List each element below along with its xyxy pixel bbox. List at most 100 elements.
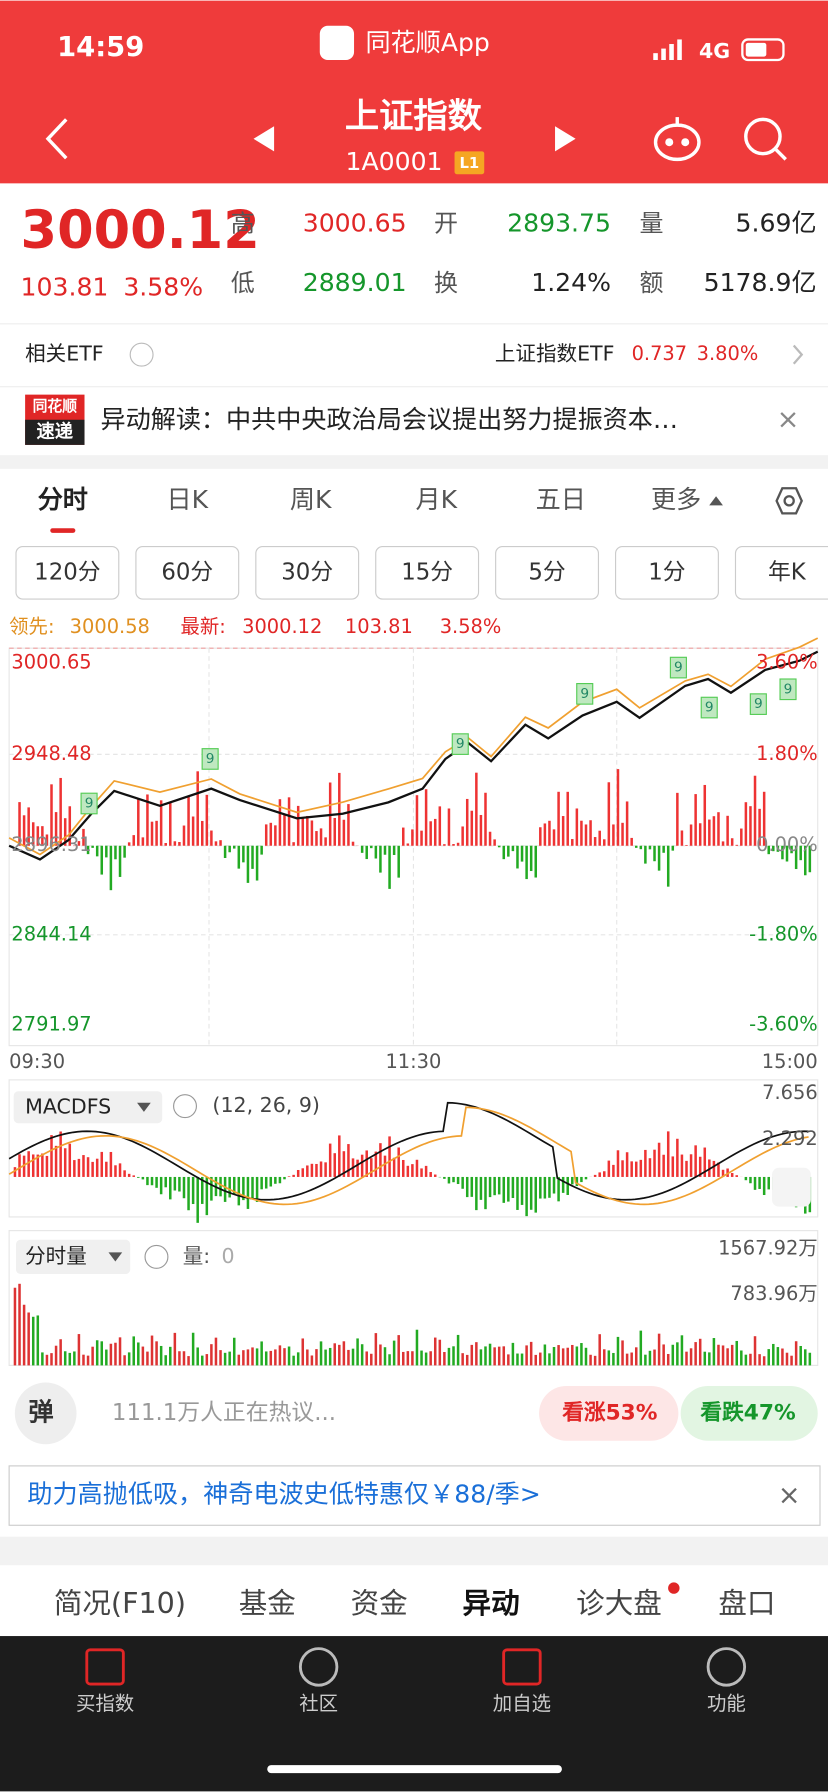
flow-bar — [91, 845, 94, 848]
tab[interactable]: 日K — [167, 485, 209, 514]
interval-button[interactable] — [135, 545, 240, 600]
nav-icon[interactable] — [502, 1648, 542, 1686]
indicator-selector[interactable] — [15, 1239, 131, 1275]
close-icon[interactable] — [781, 1487, 797, 1504]
tab[interactable]: 五日 — [536, 485, 586, 514]
interval-button[interactable] — [375, 545, 480, 600]
volume-bar — [557, 1345, 560, 1366]
macd-bar — [342, 1151, 346, 1177]
bull-label[interactable]: 看涨53% — [562, 1400, 658, 1425]
bear-label[interactable]: 看跌47% — [700, 1400, 796, 1425]
interval-button[interactable] — [615, 545, 719, 600]
indicator-selector[interactable] — [13, 1091, 163, 1124]
flow-bar — [232, 845, 236, 849]
tab[interactable]: 更多 — [651, 485, 701, 514]
flow-bar — [274, 825, 277, 846]
flow-bar — [191, 816, 195, 846]
signal-box — [201, 748, 219, 770]
flow-bar — [589, 820, 592, 846]
flow-bar — [740, 828, 743, 846]
volume-bar — [479, 1349, 483, 1366]
nav-label[interactable]: 加自选 — [493, 1692, 551, 1715]
volume-name[interactable]: 分时量 — [25, 1244, 87, 1268]
interval-label[interactable]: 1分 — [648, 559, 685, 585]
barrage-label[interactable]: 弹 — [29, 1397, 54, 1426]
prev-button[interactable] — [253, 126, 275, 152]
interval-button[interactable] — [734, 545, 828, 600]
macd-bar — [306, 1165, 309, 1177]
next-button[interactable] — [555, 126, 576, 152]
macd-bar — [178, 1176, 181, 1192]
volume-bar — [717, 1344, 720, 1366]
interval-label[interactable]: 60分 — [161, 559, 213, 585]
volume-bar — [383, 1347, 387, 1366]
nav-label[interactable]: 买指数 — [76, 1692, 134, 1715]
back-button[interactable] — [45, 118, 68, 160]
volume-bar — [634, 1347, 638, 1366]
nav-icon[interactable] — [706, 1647, 747, 1687]
bottom-tab[interactable]: 资金 — [351, 1586, 408, 1620]
volume-bar — [465, 1354, 469, 1366]
macd-bar — [164, 1176, 167, 1188]
bull-pill[interactable] — [539, 1385, 679, 1441]
macd-bar — [242, 1176, 245, 1201]
volume-bar — [132, 1336, 135, 1366]
flow-bar — [182, 825, 186, 846]
bottom-tab[interactable]: 盘口 — [718, 1586, 775, 1620]
bottom-tab[interactable]: 诊大盘 — [576, 1586, 662, 1620]
interval-button[interactable] — [15, 545, 120, 600]
macd-name[interactable]: MACDFS — [25, 1094, 111, 1118]
macd-bar — [484, 1176, 487, 1210]
nav-icon[interactable] — [85, 1648, 125, 1686]
level-badge — [454, 151, 485, 175]
search-icon[interactable] — [744, 117, 787, 161]
bottom-tab[interactable]: 简况(F10) — [54, 1586, 186, 1620]
tab[interactable]: 分时 — [38, 485, 88, 514]
interval-label[interactable]: 120分 — [34, 559, 100, 585]
macd-bar — [315, 1163, 318, 1177]
flow-bar — [781, 845, 784, 860]
macd-bar — [150, 1176, 154, 1186]
bottom-tab[interactable]: 异动 — [463, 1586, 520, 1620]
macd-bar — [662, 1154, 665, 1177]
macd-bar — [717, 1162, 720, 1177]
interval-label[interactable]: 5分 — [528, 559, 565, 585]
interval-button[interactable] — [255, 545, 360, 600]
volume-bar — [516, 1353, 519, 1366]
bottom-tab[interactable]: 基金 — [239, 1586, 296, 1620]
expand-icon[interactable] — [772, 1167, 811, 1207]
macd-bar — [557, 1176, 560, 1202]
interval-label[interactable]: 30分 — [281, 559, 333, 585]
volume-bar — [689, 1348, 693, 1366]
robot-icon[interactable] — [653, 117, 701, 162]
tab[interactable]: 月K — [415, 485, 457, 514]
field-label: 换 — [434, 269, 458, 297]
signal-box — [80, 792, 98, 815]
tab[interactable]: 周K — [290, 485, 332, 514]
bear-pill[interactable] — [680, 1385, 818, 1441]
settings-icon[interactable] — [775, 487, 803, 515]
chevron[interactable] — [792, 344, 804, 365]
macd-bar — [269, 1176, 273, 1187]
flow-bar — [310, 820, 314, 846]
flow-bar — [315, 831, 318, 846]
interval-label[interactable]: 年K — [768, 559, 807, 585]
home-indicator — [267, 1765, 562, 1774]
signal-label: 9 — [580, 686, 589, 702]
macd-bar — [625, 1152, 629, 1177]
ad-banner[interactable] — [8, 1465, 821, 1526]
close-icon[interactable] — [780, 412, 796, 428]
volume-bar — [726, 1348, 729, 1366]
volume-bar — [552, 1347, 556, 1366]
macd-bar — [59, 1131, 62, 1177]
news-text[interactable]: 异动解读：中共中央政治局会议提出努力提振资本… — [101, 405, 679, 434]
flow-bar — [479, 814, 483, 846]
nav-label[interactable]: 社区 — [299, 1692, 338, 1715]
barrage-button[interactable] — [14, 1382, 77, 1445]
nav-icon[interactable] — [298, 1647, 339, 1687]
interval-label[interactable]: 15分 — [401, 559, 453, 585]
ad-text[interactable]: 助力高抛低吸，神奇电波史低特惠仅￥88/季> — [27, 1480, 540, 1509]
flow-bar — [324, 837, 327, 846]
nav-label[interactable]: 功能 — [707, 1692, 746, 1715]
interval-button[interactable] — [495, 545, 600, 600]
